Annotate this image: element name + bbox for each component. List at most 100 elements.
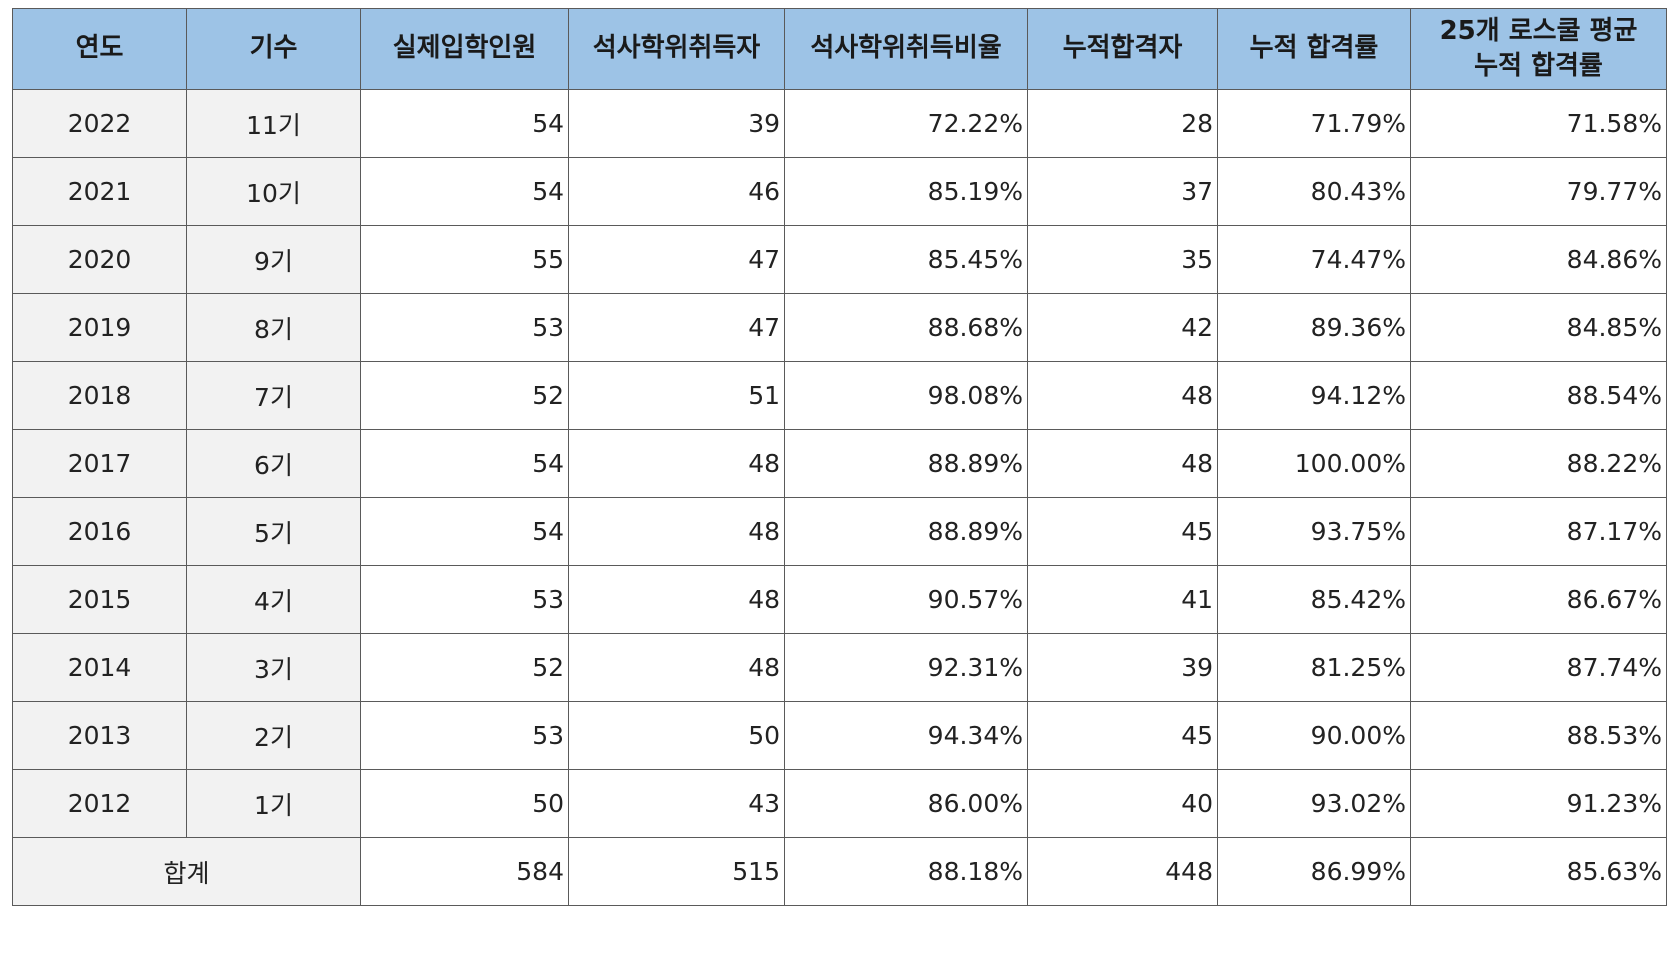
cell-masters-ratio: 94.34% (784, 701, 1028, 770)
cell-masters-holders: 48 (568, 633, 785, 702)
cell-cumulative-pass-rate: 89.36% (1217, 293, 1411, 362)
header-masters-holders: 석사학위취득자 (568, 8, 785, 90)
cell-cumulative-pass-rate: 100.00% (1217, 429, 1411, 498)
cell-masters-holders: 48 (568, 565, 785, 634)
total-cumulative-pass-rate: 86.99% (1217, 837, 1411, 906)
table-row: 2013 2기 53 50 94.34% 45 90.00% 88.53% (12, 701, 1667, 770)
cell-cohort: 9기 (186, 225, 361, 294)
cell-cumulative-pass-rate: 81.25% (1217, 633, 1411, 702)
header-average-pass-rate: 25개 로스쿨 평균 누적 합격률 (1410, 8, 1667, 90)
cell-cumulative-pass-rate: 93.75% (1217, 497, 1411, 566)
cell-masters-holders: 51 (568, 361, 785, 430)
total-average-pass-rate: 85.63% (1410, 837, 1667, 906)
cell-masters-holders: 48 (568, 429, 785, 498)
cell-masters-ratio: 88.68% (784, 293, 1028, 362)
cell-masters-holders: 48 (568, 497, 785, 566)
cell-admitted: 52 (360, 361, 569, 430)
cell-cumulative-passers: 39 (1027, 633, 1218, 702)
cell-masters-ratio: 90.57% (784, 565, 1028, 634)
total-label: 합계 (12, 837, 361, 906)
table-row: 2015 4기 53 48 90.57% 41 85.42% 86.67% (12, 565, 1667, 634)
cell-cumulative-passers: 40 (1027, 769, 1218, 838)
cell-year: 2014 (12, 633, 187, 702)
cell-cumulative-passers: 45 (1027, 701, 1218, 770)
cell-average-pass-rate: 87.74% (1410, 633, 1667, 702)
cell-masters-holders: 43 (568, 769, 785, 838)
cell-year: 2022 (12, 89, 187, 158)
cell-masters-ratio: 88.89% (784, 429, 1028, 498)
cell-cumulative-pass-rate: 93.02% (1217, 769, 1411, 838)
total-admitted: 584 (360, 837, 569, 906)
table-row: 2017 6기 54 48 88.89% 48 100.00% 88.22% (12, 429, 1667, 498)
cell-admitted: 53 (360, 701, 569, 770)
cell-average-pass-rate: 88.53% (1410, 701, 1667, 770)
cell-cumulative-pass-rate: 90.00% (1217, 701, 1411, 770)
cell-average-pass-rate: 79.77% (1410, 157, 1667, 226)
cell-cumulative-pass-rate: 74.47% (1217, 225, 1411, 294)
cell-cohort: 4기 (186, 565, 361, 634)
cell-year: 2013 (12, 701, 187, 770)
cell-cumulative-passers: 42 (1027, 293, 1218, 362)
cell-cohort: 3기 (186, 633, 361, 702)
cell-admitted: 50 (360, 769, 569, 838)
cell-admitted: 54 (360, 157, 569, 226)
header-cohort: 기수 (186, 8, 361, 90)
table-row: 2014 3기 52 48 92.31% 39 81.25% 87.74% (12, 633, 1667, 702)
cell-masters-ratio: 85.45% (784, 225, 1028, 294)
table-row: 2012 1기 50 43 86.00% 40 93.02% 91.23% (12, 769, 1667, 838)
cell-masters-ratio: 98.08% (784, 361, 1028, 430)
cell-year: 2017 (12, 429, 187, 498)
cell-year: 2016 (12, 497, 187, 566)
cell-cohort: 5기 (186, 497, 361, 566)
header-row: 연도 기수 실제입학인원 석사학위취득자 석사학위취득비율 누적합격자 누적 합… (12, 8, 1667, 90)
cell-average-pass-rate: 91.23% (1410, 769, 1667, 838)
cell-cohort: 6기 (186, 429, 361, 498)
table-row: 2018 7기 52 51 98.08% 48 94.12% 88.54% (12, 361, 1667, 430)
cell-average-pass-rate: 71.58% (1410, 89, 1667, 158)
cell-cumulative-passers: 48 (1027, 429, 1218, 498)
header-year: 연도 (12, 8, 187, 90)
total-masters-holders: 515 (568, 837, 785, 906)
total-masters-ratio: 88.18% (784, 837, 1028, 906)
cell-cohort: 1기 (186, 769, 361, 838)
cell-admitted: 54 (360, 429, 569, 498)
cell-average-pass-rate: 84.85% (1410, 293, 1667, 362)
cell-cohort: 7기 (186, 361, 361, 430)
cell-year: 2019 (12, 293, 187, 362)
cell-masters-holders: 46 (568, 157, 785, 226)
cell-admitted: 52 (360, 633, 569, 702)
cell-cumulative-passers: 35 (1027, 225, 1218, 294)
cell-masters-holders: 39 (568, 89, 785, 158)
cell-masters-holders: 47 (568, 293, 785, 362)
cell-cumulative-passers: 48 (1027, 361, 1218, 430)
cell-masters-holders: 47 (568, 225, 785, 294)
cell-cumulative-pass-rate: 94.12% (1217, 361, 1411, 430)
cell-admitted: 54 (360, 497, 569, 566)
cell-cumulative-passers: 45 (1027, 497, 1218, 566)
cell-year: 2020 (12, 225, 187, 294)
cell-year: 2021 (12, 157, 187, 226)
table-row: 2016 5기 54 48 88.89% 45 93.75% 87.17% (12, 497, 1667, 566)
table-row: 2020 9기 55 47 85.45% 35 74.47% 84.86% (12, 225, 1667, 294)
cell-admitted: 53 (360, 293, 569, 362)
cell-cumulative-passers: 37 (1027, 157, 1218, 226)
cell-cohort: 11기 (186, 89, 361, 158)
total-cumulative-passers: 448 (1027, 837, 1218, 906)
table-row: 2022 11기 54 39 72.22% 28 71.79% 71.58% (12, 89, 1667, 158)
cell-average-pass-rate: 84.86% (1410, 225, 1667, 294)
cell-cohort: 10기 (186, 157, 361, 226)
table-row: 2021 10기 54 46 85.19% 37 80.43% 79.77% (12, 157, 1667, 226)
cell-admitted: 53 (360, 565, 569, 634)
cell-year: 2015 (12, 565, 187, 634)
cell-average-pass-rate: 88.54% (1410, 361, 1667, 430)
cell-masters-ratio: 72.22% (784, 89, 1028, 158)
header-cumulative-passers: 누적합격자 (1027, 8, 1218, 90)
cell-average-pass-rate: 88.22% (1410, 429, 1667, 498)
cell-average-pass-rate: 86.67% (1410, 565, 1667, 634)
cell-masters-ratio: 92.31% (784, 633, 1028, 702)
cell-masters-ratio: 86.00% (784, 769, 1028, 838)
cell-admitted: 55 (360, 225, 569, 294)
table-body: 2022 11기 54 39 72.22% 28 71.79% 71.58% 2021 10기 54… (12, 89, 1667, 906)
cell-cohort: 2기 (186, 701, 361, 770)
cell-masters-ratio: 88.89% (784, 497, 1028, 566)
